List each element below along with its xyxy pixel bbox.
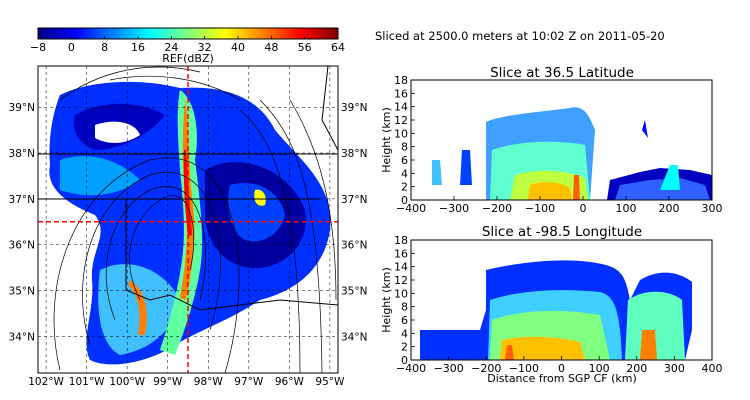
radar-echo <box>49 81 331 365</box>
lon-slice-title: Slice at -98.5 Longitude <box>482 224 642 240</box>
map-lat-tick-label-left: 37°N <box>9 194 35 206</box>
y-tick-label: 4 <box>401 327 408 340</box>
x-tick-label: 100 <box>589 362 610 375</box>
colorbar-tick-label: 40 <box>231 41 245 54</box>
map-lon-tick-label: 98°W <box>194 376 224 388</box>
x-tick-label: 300 <box>702 202 723 215</box>
colorbar-tick-label: 64 <box>331 41 345 54</box>
y-tick-label: 0 <box>401 354 408 367</box>
map-lat-tick-label-right: 39°N <box>341 102 367 114</box>
x-tick-label: −200 <box>471 362 501 375</box>
contour-lines <box>53 66 337 373</box>
y-tick-label: 16 <box>394 247 408 260</box>
y-tick-label: 18 <box>394 234 408 247</box>
map-lat-tick-label-left: 34°N <box>9 331 35 343</box>
x-tick-label: −300 <box>439 202 469 215</box>
x-tick-label: −100 <box>509 362 539 375</box>
map-lat-tick-label-right: 36°N <box>341 240 367 252</box>
x-tick-label: 300 <box>664 362 685 375</box>
map-lon-tick-label: 97°W <box>234 376 264 388</box>
map-lat-tick-label-left: 39°N <box>9 102 35 114</box>
x-tick-label: −400 <box>396 362 426 375</box>
map-lon-tick-label: 96°W <box>275 376 305 388</box>
y-tick-label: 0 <box>401 194 408 207</box>
lon-slice-xlabel: Distance from SGP CF (km) <box>487 372 637 385</box>
colorbar-tick-label: 16 <box>131 41 145 54</box>
y-tick-label: 16 <box>394 87 408 100</box>
lat-slice-panel: Slice at 36.5 Latitude −400 −300 −200 −100 0… <box>380 65 723 215</box>
y-tick-label: 8 <box>401 301 408 314</box>
colorbar: −8 0 8 16 24 32 40 48 56 64 REF(dBZ) <box>30 27 345 65</box>
x-tick-label: 400 <box>702 362 723 375</box>
y-tick-label: 12 <box>394 114 408 127</box>
y-tick-label: 12 <box>394 274 408 287</box>
y-tick-label: 10 <box>394 287 408 300</box>
y-tick-label: 18 <box>394 74 408 87</box>
y-tick-label: 14 <box>394 261 408 274</box>
map-lat-tick-label-left: 35°N <box>9 286 35 298</box>
lon-slice-ylabel: Height (km) <box>380 267 393 333</box>
map-lon-tick-label: 100°W <box>109 376 145 388</box>
x-tick-label: 0 <box>558 362 565 375</box>
colorbar-label: REF(dBZ) <box>162 52 214 65</box>
x-tick-label: −100 <box>525 202 555 215</box>
x-tick-label: −400 <box>396 202 426 215</box>
y-tick-label: 2 <box>401 341 408 354</box>
map-lon-tick-label: 101°W <box>69 376 105 388</box>
x-tick-label: 200 <box>659 202 680 215</box>
x-tick-label: −200 <box>482 202 512 215</box>
lat-slice-ylabel: Height (km) <box>380 107 393 173</box>
colorbar-tick-label: 32 <box>198 41 212 54</box>
figure-title: Sliced at 2500.0 meters at 10:02 Z on 20… <box>375 29 665 43</box>
y-tick-label: 14 <box>394 101 408 114</box>
map-lon-tick-label: 102°W <box>28 376 64 388</box>
colorbar-tick-label: 24 <box>164 41 178 54</box>
lon-slice-echo <box>420 260 692 360</box>
y-tick-label: 6 <box>401 154 408 167</box>
y-tick-label: 10 <box>394 127 408 140</box>
y-tick-label: 8 <box>401 141 408 154</box>
x-tick-label: 0 <box>580 202 587 215</box>
colorbar-tick-label: 56 <box>298 41 312 54</box>
colorbar-gradient <box>37 27 339 40</box>
map-lat-tick-label-right: 35°N <box>341 286 367 298</box>
lat-slice-title: Slice at 36.5 Latitude <box>490 65 634 81</box>
colorbar-tick-label: −8 <box>30 41 46 54</box>
colorbar-tick-label: 8 <box>101 41 108 54</box>
map-lat-tick-label-right: 34°N <box>341 331 367 343</box>
y-tick-label: 2 <box>401 181 408 194</box>
x-tick-label: 100 <box>616 202 637 215</box>
lon-slice-panel: Slice at -98.5 Longitude −400 −300 −200 −10… <box>380 224 723 385</box>
map-lat-tick-label-left: 38°N <box>9 148 35 160</box>
map-lat-tick-label-right: 38°N <box>341 148 367 160</box>
map-lat-tick-label-left: 36°N <box>9 240 35 252</box>
y-tick-label: 4 <box>401 167 408 180</box>
map-lon-tick-label: 99°W <box>153 376 183 388</box>
map-lat-tick-label-right: 37°N <box>341 194 367 206</box>
map-lon-tick-label: 95°W <box>315 376 345 388</box>
x-tick-label: 200 <box>626 362 647 375</box>
colorbar-tick-label: 0 <box>68 41 75 54</box>
colorbar-tick-label: 48 <box>264 41 278 54</box>
x-tick-label: −300 <box>434 362 464 375</box>
ppi-map-panel: 102°W 101°W 100°W 99°W 98°W 97°W 96°W 95°W 39°N 3… <box>9 65 367 388</box>
y-tick-label: 6 <box>401 314 408 327</box>
lat-slice-echo <box>432 107 712 200</box>
